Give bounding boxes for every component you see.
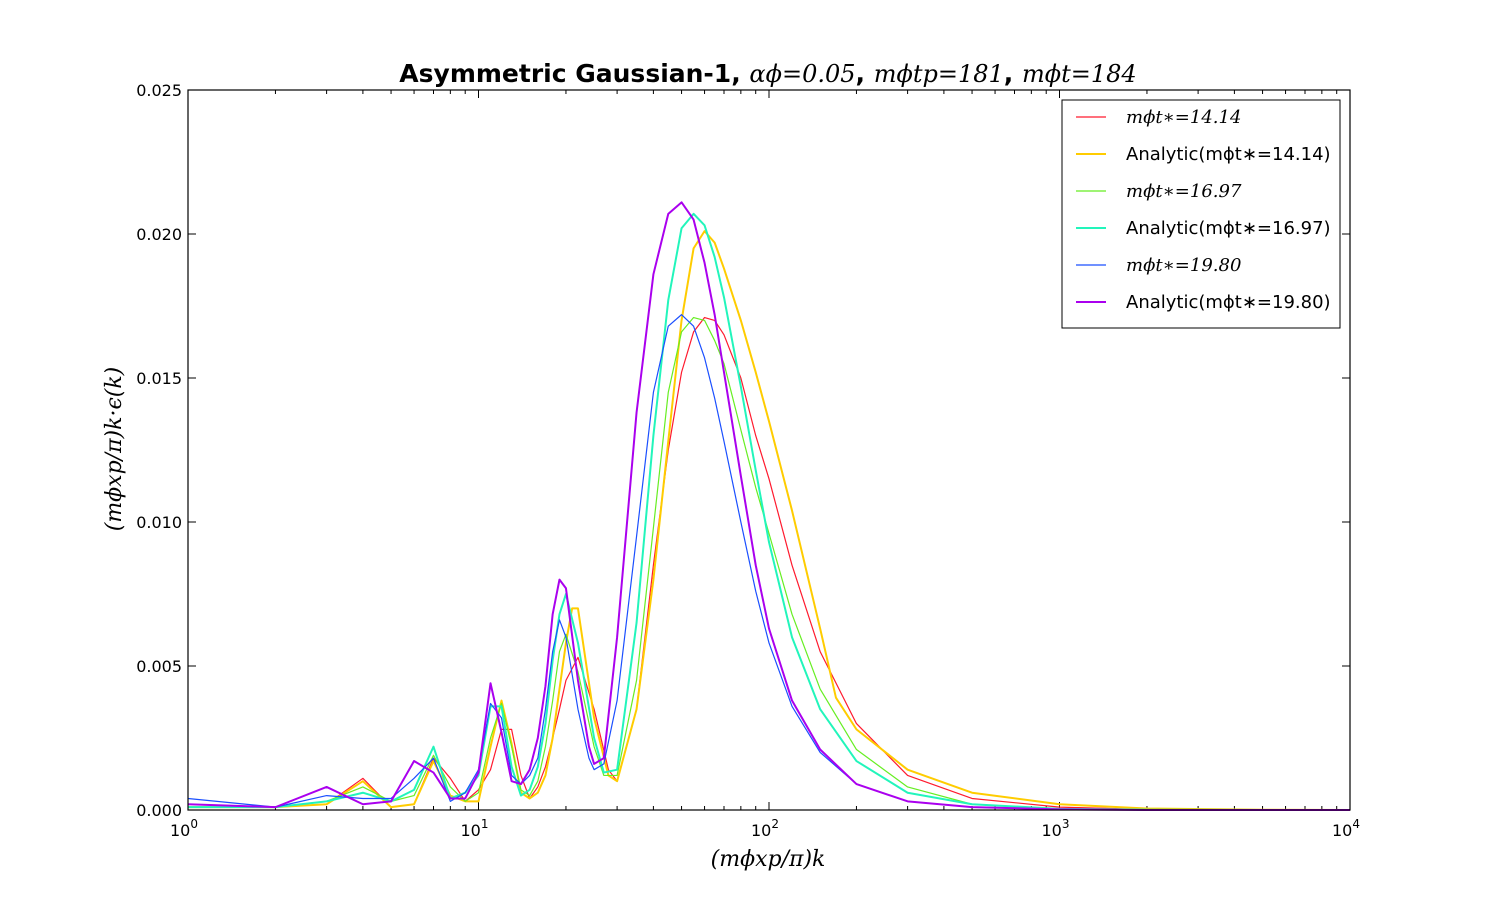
y-tick-label: 0.005 xyxy=(136,657,182,676)
y-tick-label: 0.020 xyxy=(136,225,182,244)
y-tick-label: 0.015 xyxy=(136,369,182,388)
x-tick-label: 101 xyxy=(461,817,489,840)
legend-label-5: mϕt∗=19.80 xyxy=(1126,255,1241,276)
y-tick-label: 0.000 xyxy=(136,801,182,820)
legend-box xyxy=(1061,99,1341,329)
chart-title-alpha: αϕ=0.05 xyxy=(749,60,855,88)
legend-label-3: mϕt∗=16.97 xyxy=(1126,181,1242,202)
y-tick-label: 0.025 xyxy=(136,81,182,100)
chart-title-prefix: Asymmetric Gaussian-1, xyxy=(399,59,749,88)
series-line-3 xyxy=(188,316,1350,811)
x-tick-label: 104 xyxy=(1332,817,1360,840)
series-line-5 xyxy=(187,314,1350,811)
chart-title-t: mϕt=184 xyxy=(1022,60,1137,88)
legend-label-2: Analytic(mϕt∗=14.14) xyxy=(1126,144,1331,165)
legend: mϕt∗=14.14 Analytic(mϕt∗=14.14) mϕt∗=16.97… xyxy=(1061,99,1341,329)
x-tick-label: 100 xyxy=(170,817,198,840)
chart-title-tp: mϕtp=181 xyxy=(874,60,1004,88)
series-lines xyxy=(187,201,1351,811)
legend-label-6: Analytic(mϕt∗=19.80) xyxy=(1126,292,1331,313)
series-line-1 xyxy=(188,316,1350,811)
chart-title-sep1: , xyxy=(856,59,874,88)
plot-frame xyxy=(187,89,1351,811)
x-axis-label: (mϕxp/π)k xyxy=(711,847,826,872)
series-line-6 xyxy=(187,201,1350,811)
x-tick-label: 102 xyxy=(751,817,779,840)
chart-title-sep2: , xyxy=(1004,59,1022,88)
chart-title: Asymmetric Gaussian-1, αϕ=0.05, mϕtp=181… xyxy=(399,59,1136,88)
y-tick-label: 0.010 xyxy=(136,513,182,532)
x-tick-label: 103 xyxy=(1042,817,1070,840)
legend-label-1: mϕt∗=14.14 xyxy=(1126,107,1241,128)
axis-ticks: 0.000 0.005 0.010 0.015 0.020 0.025 100 101 102 1… xyxy=(136,81,1360,840)
y-axis-label: (mϕxp/π)k·ϵ(k) xyxy=(102,367,127,532)
legend-label-4: Analytic(mϕt∗=16.97) xyxy=(1126,218,1331,239)
